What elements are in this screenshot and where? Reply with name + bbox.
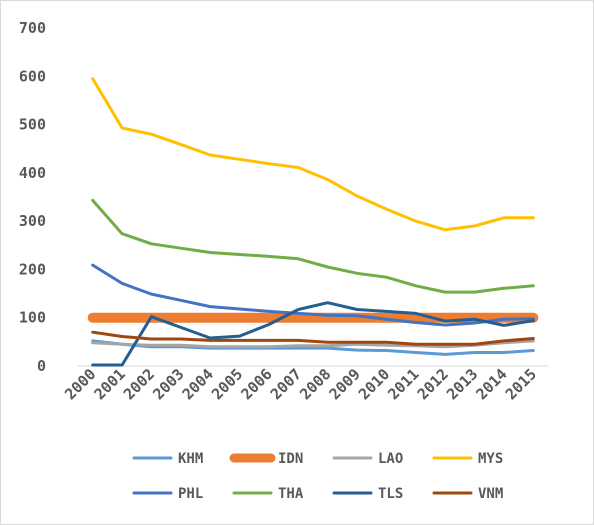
y-tick-label: 100 — [19, 309, 46, 327]
legend-label: IDN — [278, 451, 303, 467]
x-tick-label: 2015 — [502, 365, 540, 403]
series-line-phl — [91, 263, 535, 327]
legend-item-idn: IDN — [229, 451, 303, 467]
x-tick-label: 2014 — [472, 365, 510, 403]
x-tick-label: 2007 — [267, 365, 305, 403]
legend-item-tls: TLS — [332, 486, 403, 502]
x-tick-label: 2010 — [355, 365, 393, 403]
x-tick-label: 2000 — [61, 365, 99, 403]
series-group — [87, 77, 539, 367]
legend-item-tha: THA — [232, 486, 304, 502]
x-tick-label: 2006 — [237, 365, 275, 403]
legend-label: LAO — [378, 451, 403, 467]
legend-label: VNM — [478, 486, 503, 502]
x-tick-label: 2008 — [296, 365, 334, 403]
y-tick-label: 200 — [19, 260, 46, 278]
y-tick-label: 400 — [19, 164, 46, 182]
y-axis-ticks: 0 100 200 300 400 500 600 700 — [19, 19, 46, 375]
x-tick-label: 2005 — [208, 365, 246, 403]
legend-label: KHM — [178, 451, 203, 467]
x-tick-label: 2003 — [149, 365, 187, 403]
x-tick-label: 2009 — [326, 365, 364, 403]
x-tick-label: 2002 — [120, 365, 158, 403]
x-axis-ticks: 2000200120022003200420052006200720082009… — [61, 365, 540, 403]
legend-label: PHL — [178, 486, 203, 502]
y-tick-label: 0 — [37, 357, 46, 375]
series-line-vnm — [91, 330, 535, 346]
y-tick-label: 500 — [19, 116, 46, 134]
x-tick-label: 2012 — [414, 365, 452, 403]
legend-label: MYS — [478, 451, 503, 467]
x-tick-label: 2011 — [384, 365, 422, 403]
legend-item-khm: KHM — [132, 451, 203, 467]
y-tick-label: 700 — [19, 19, 46, 37]
legend: KHM IDN LAO MYS PHL THA TLS VNM — [132, 451, 503, 502]
x-tick-label: 2001 — [91, 365, 129, 403]
legend-label: THA — [278, 486, 304, 502]
y-tick-label: 300 — [19, 212, 46, 230]
series-line-tha — [91, 198, 535, 294]
legend-item-mys: MYS — [432, 451, 503, 467]
legend-item-vnm: VNM — [432, 486, 503, 502]
x-tick-label: 2013 — [443, 365, 481, 403]
legend-item-phl: PHL — [132, 486, 203, 502]
series-line-tls — [91, 301, 535, 367]
series-line-mys — [91, 77, 535, 232]
y-tick-label: 600 — [19, 67, 46, 85]
legend-item-lao: LAO — [332, 451, 403, 467]
legend-label: TLS — [378, 486, 403, 502]
x-tick-label: 2004 — [179, 365, 217, 403]
series-line-lao — [91, 339, 535, 349]
